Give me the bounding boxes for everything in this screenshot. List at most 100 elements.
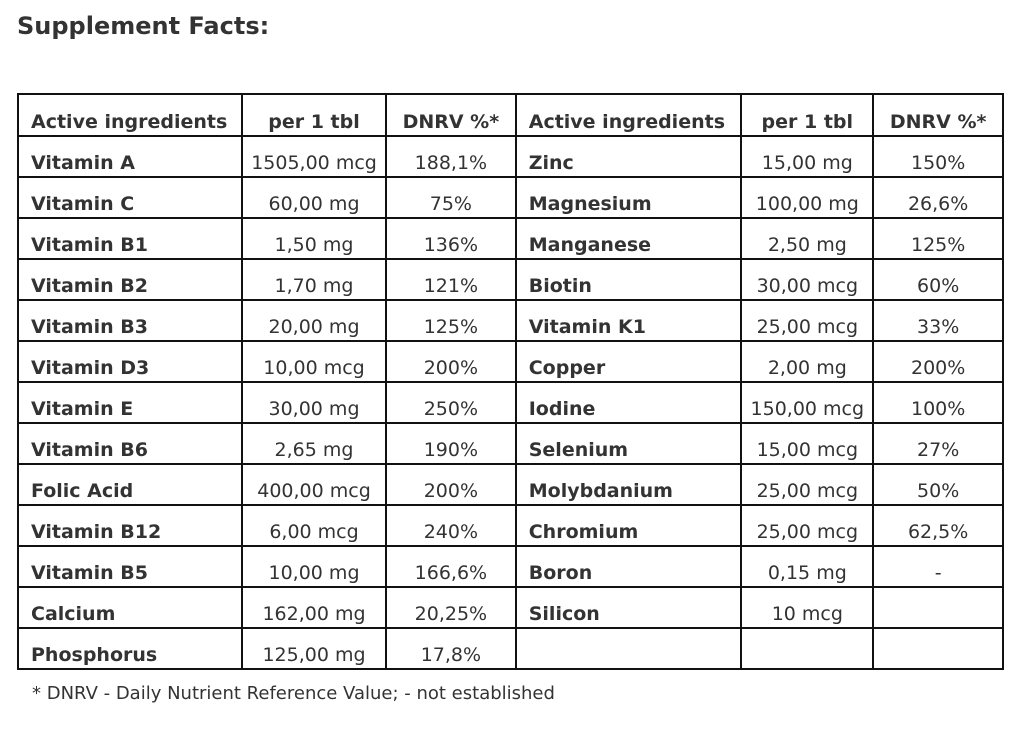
amount-per-tablet: 2,00 mg	[740, 340, 875, 383]
ingredient-name	[514, 627, 743, 670]
dnrv-percent: 17,8%	[385, 627, 517, 670]
dnrv-percent: 190%	[385, 422, 517, 465]
dnrv-percent: 27%	[872, 422, 1004, 465]
amount-per-tablet: 25,00 mcg	[740, 504, 875, 547]
ingredient-name: Vitamin K1	[514, 299, 743, 342]
amount-per-tablet: 125,00 mg	[241, 627, 387, 670]
amount-per-tablet: 6,00 mcg	[241, 504, 387, 547]
dnrv-percent: 121%	[385, 258, 517, 301]
ingredient-name: Copper	[514, 340, 743, 383]
table-row: Vitamin B1 1,50 mg 136% Manganese 2,50 mg 125…	[16, 217, 1004, 260]
dnrv-percent: 100%	[872, 381, 1004, 424]
ingredient-name: Vitamin B6	[16, 422, 244, 465]
ingredient-name: Iodine	[514, 381, 743, 424]
dnrv-percent: 166,6%	[385, 545, 517, 588]
amount-per-tablet: 150,00 mcg	[740, 381, 875, 424]
table-row: Vitamin A 1505,00 mcg 188,1% Zinc 15,00 mg 15…	[16, 135, 1004, 178]
ingredient-name: Vitamin A	[16, 135, 244, 178]
ingredient-name: Zinc	[514, 135, 743, 178]
table-row: Phosphorus 125,00 mg 17,8%	[16, 627, 1004, 670]
amount-per-tablet: 25,00 mcg	[740, 463, 875, 506]
dnrv-percent: 60%	[872, 258, 1004, 301]
amount-per-tablet: 10,00 mcg	[241, 340, 387, 383]
amount-per-tablet: 2,50 mg	[740, 217, 875, 260]
dnrv-percent: 125%	[872, 217, 1004, 260]
amount-per-tablet	[740, 627, 875, 670]
page-title: Supplement Facts:	[17, 12, 270, 40]
column-header: per 1 tbl	[241, 93, 387, 137]
column-header: DNRV %*	[385, 93, 517, 137]
ingredient-name: Vitamin B2	[16, 258, 244, 301]
table-row: Vitamin C 60,00 mg 75% Magnesium 100,00 mg 26…	[16, 176, 1004, 219]
amount-per-tablet: 1,50 mg	[241, 217, 387, 260]
amount-per-tablet: 30,00 mcg	[740, 258, 875, 301]
ingredient-name: Folic Acid	[16, 463, 244, 506]
dnrv-percent: 20,25%	[385, 586, 517, 629]
ingredient-name: Biotin	[514, 258, 743, 301]
supplement-facts-table: Active ingredients per 1 tbl DNRV %* Active…	[16, 93, 1004, 670]
ingredient-name: Calcium	[16, 586, 244, 629]
column-header: Active ingredients	[514, 93, 743, 137]
dnrv-percent: 62,5%	[872, 504, 1004, 547]
amount-per-tablet: 60,00 mg	[241, 176, 387, 219]
ingredient-name: Manganese	[514, 217, 743, 260]
dnrv-percent: 200%	[385, 463, 517, 506]
table-row: Vitamin D3 10,00 mcg 200% Copper 2,00 mg 200%	[16, 340, 1004, 383]
amount-per-tablet: 2,65 mg	[241, 422, 387, 465]
table-row: Vitamin B6 2,65 mg 190% Selenium 15,00 mcg 27…	[16, 422, 1004, 465]
table-row: Vitamin B5 10,00 mg 166,6% Boron 0,15 mg -	[16, 545, 1004, 588]
ingredient-name: Vitamin E	[16, 381, 244, 424]
ingredient-name: Molybdanium	[514, 463, 743, 506]
table-row: Calcium 162,00 mg 20,25% Silicon 10 mcg	[16, 586, 1004, 629]
ingredient-name: Vitamin C	[16, 176, 244, 219]
dnrv-percent: 75%	[385, 176, 517, 219]
dnrv-percent: -	[872, 545, 1004, 588]
footnote: * DNRV - Daily Nutrient Reference Value;…	[32, 683, 555, 704]
column-header: DNRV %*	[872, 93, 1004, 137]
dnrv-percent: 188,1%	[385, 135, 517, 178]
dnrv-percent: 200%	[872, 340, 1004, 383]
dnrv-percent: 200%	[385, 340, 517, 383]
table-header-row: Active ingredients per 1 tbl DNRV %* Active…	[16, 93, 1004, 137]
amount-per-tablet: 1,70 mg	[241, 258, 387, 301]
amount-per-tablet: 400,00 mcg	[241, 463, 387, 506]
ingredient-name: Silicon	[514, 586, 743, 629]
ingredient-name: Phosphorus	[16, 627, 244, 670]
ingredient-name: Chromium	[514, 504, 743, 547]
ingredient-name: Boron	[514, 545, 743, 588]
column-header: Active ingredients	[16, 93, 244, 137]
amount-per-tablet: 15,00 mg	[740, 135, 875, 178]
amount-per-tablet: 0,15 mg	[740, 545, 875, 588]
dnrv-percent	[872, 627, 1004, 670]
amount-per-tablet: 15,00 mcg	[740, 422, 875, 465]
amount-per-tablet: 25,00 mcg	[740, 299, 875, 342]
dnrv-percent: 240%	[385, 504, 517, 547]
dnrv-percent: 33%	[872, 299, 1004, 342]
column-header: per 1 tbl	[740, 93, 875, 137]
table-row: Vitamin B2 1,70 mg 121% Biotin 30,00 mcg 60%	[16, 258, 1004, 301]
ingredient-name: Vitamin B1	[16, 217, 244, 260]
amount-per-tablet: 10,00 mg	[241, 545, 387, 588]
ingredient-name: Magnesium	[514, 176, 743, 219]
ingredient-name: Vitamin D3	[16, 340, 244, 383]
amount-per-tablet: 162,00 mg	[241, 586, 387, 629]
table-row: Vitamin E 30,00 mg 250% Iodine 150,00 mcg 100…	[16, 381, 1004, 424]
dnrv-percent: 50%	[872, 463, 1004, 506]
ingredient-name: Selenium	[514, 422, 743, 465]
table-row: Vitamin B3 20,00 mg 125% Vitamin K1 25,00 mc…	[16, 299, 1004, 342]
amount-per-tablet: 20,00 mg	[241, 299, 387, 342]
dnrv-percent: 150%	[872, 135, 1004, 178]
amount-per-tablet: 10 mcg	[740, 586, 875, 629]
ingredient-name: Vitamin B3	[16, 299, 244, 342]
amount-per-tablet: 30,00 mg	[241, 381, 387, 424]
dnrv-percent: 250%	[385, 381, 517, 424]
ingredient-name: Vitamin B5	[16, 545, 244, 588]
table-row: Folic Acid 400,00 mcg 200% Molybdanium 25,00…	[16, 463, 1004, 506]
ingredient-name: Vitamin B12	[16, 504, 244, 547]
amount-per-tablet: 100,00 mg	[740, 176, 875, 219]
amount-per-tablet: 1505,00 mcg	[241, 135, 387, 178]
dnrv-percent	[872, 586, 1004, 629]
table-row: Vitamin B12 6,00 mcg 240% Chromium 25,00 mcg…	[16, 504, 1004, 547]
dnrv-percent: 125%	[385, 299, 517, 342]
dnrv-percent: 26,6%	[872, 176, 1004, 219]
